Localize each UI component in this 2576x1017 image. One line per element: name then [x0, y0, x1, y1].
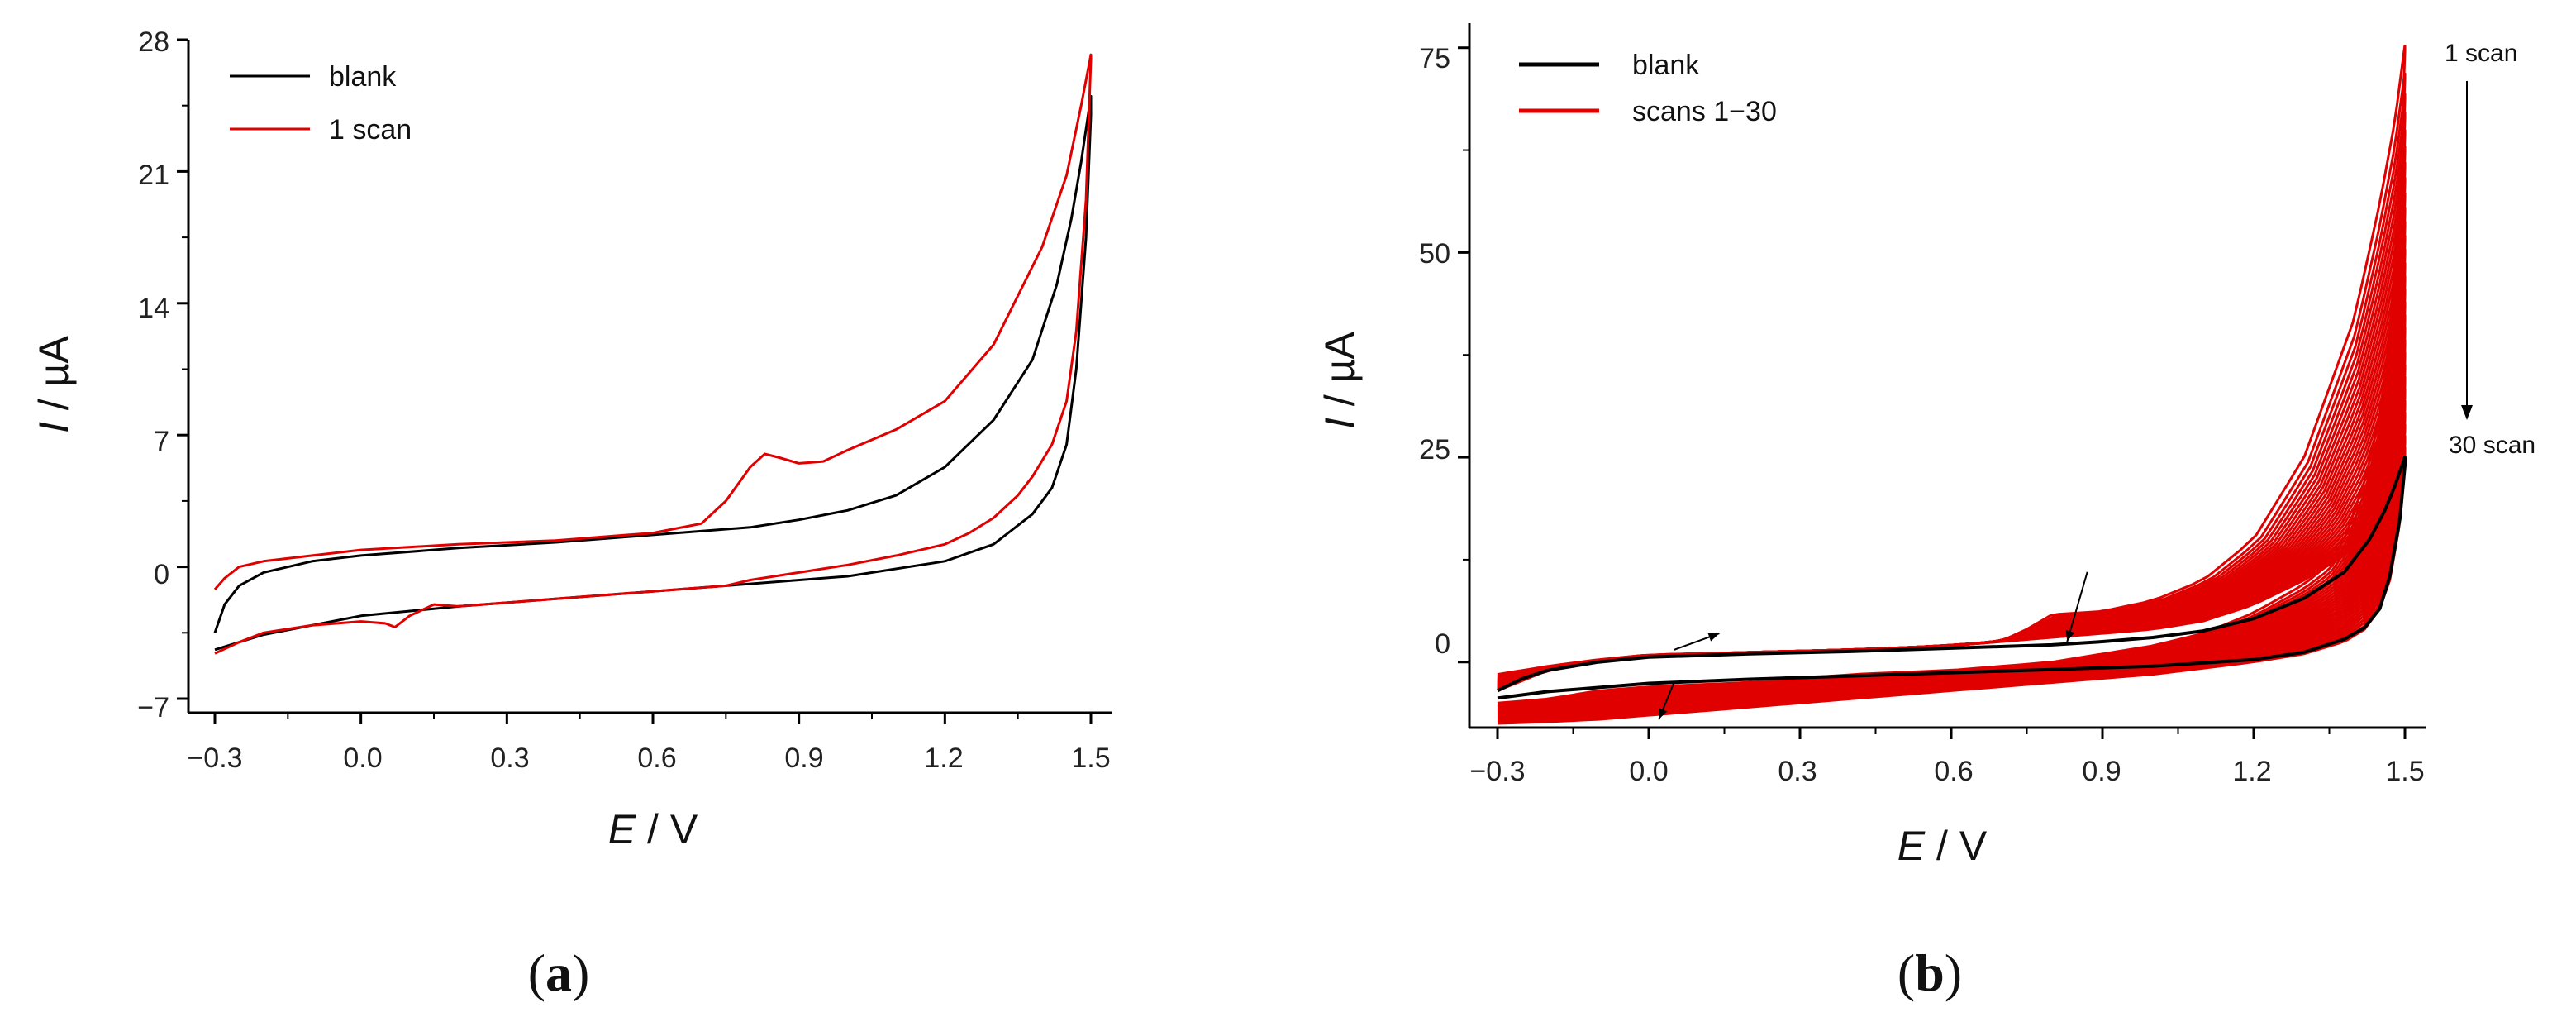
a-xtick-label: 0.6: [637, 742, 676, 774]
b-annotation-arrow-head: [2461, 405, 2473, 420]
a-y-axis-title: I / µA: [31, 335, 77, 432]
a-ytick-label: −7: [137, 692, 169, 723]
chart-b-marks: [1497, 45, 2407, 725]
chart-b-ticks: [1458, 46, 2407, 739]
chart-a-ticks: [177, 38, 1093, 724]
a-xtick-label: 1.5: [1071, 742, 1110, 774]
a-ytick-label: 21: [138, 160, 169, 191]
a-xtick-label: 1.2: [924, 742, 963, 774]
b-legend-label-blank: blank: [1632, 50, 1700, 81]
b-ytick-label: 25: [1419, 434, 1450, 466]
chart-a-marks: [213, 53, 1093, 655]
a-legend-label-blank: blank: [329, 61, 397, 93]
b-xtick-label: 0.0: [1629, 756, 1668, 787]
a-panel-label: (a): [528, 943, 590, 1002]
a-x-axis-title: E / V: [608, 806, 698, 852]
a-ytick-label: 7: [154, 426, 169, 457]
b-legend-label-scans: scans 1−30: [1632, 96, 1777, 127]
a-series-blank: [213, 94, 1093, 652]
b-annotation-first-scan: 1 scan: [2445, 40, 2517, 67]
b-xtick-label: 0.6: [1934, 756, 1973, 787]
b-ytick-label: 0: [1435, 628, 1450, 660]
b-y-axis-title: I / µA: [1317, 331, 1363, 428]
chart-b: −0.3 0.0 0.3 0.6 0.9 1.2 1.5 0 25 50 75 …: [1317, 23, 2536, 1002]
b-ytick-label: 50: [1419, 238, 1450, 270]
b-legend: blank scans 1−30: [1519, 50, 1777, 127]
b-direction-arrow: [2066, 571, 2088, 642]
b-xtick-label: 0.3: [1778, 756, 1817, 787]
a-xtick-label: 0.3: [490, 742, 529, 774]
chart-a: −0.3 0.0 0.3 0.6 0.9 1.2 1.5 −7 0 7 14 2…: [31, 26, 1112, 1002]
b-direction-arrow-head: [1707, 633, 1720, 642]
b-scan-line: [1497, 45, 2407, 704]
b-xtick-label: 1.5: [2385, 756, 2424, 787]
a-legend: blank 1 scan: [230, 61, 412, 146]
a-legend-label-1-scan: 1 scan: [329, 114, 412, 146]
a-ytick-label: 28: [138, 26, 169, 58]
b-ytick-label: 75: [1419, 43, 1450, 74]
b-x-axis-title: E / V: [1897, 823, 1988, 869]
b-scan-line: [1497, 351, 2407, 720]
b-xtick-label: 1.2: [2232, 756, 2271, 787]
a-xtick-label: −0.3: [187, 742, 242, 774]
b-series-blank: [1497, 456, 2407, 700]
b-direction-arrow-head: [2065, 630, 2075, 642]
b-annotation-last-scan: 30 scan: [2449, 432, 2536, 459]
b-scan-line: [1497, 339, 2407, 719]
a-ytick-label: 0: [154, 559, 169, 590]
b-xtick-label: −0.3: [1469, 756, 1525, 787]
a-xtick-label: 0.9: [784, 742, 823, 774]
b-xtick-label: 0.9: [2082, 756, 2121, 787]
a-series-1-scan: [213, 53, 1093, 655]
a-ytick-label: 14: [138, 293, 169, 324]
a-xtick-label: 0.0: [343, 742, 382, 774]
b-panel-label: (b): [1897, 943, 1962, 1002]
b-direction-arrow-head: [1659, 708, 1668, 720]
